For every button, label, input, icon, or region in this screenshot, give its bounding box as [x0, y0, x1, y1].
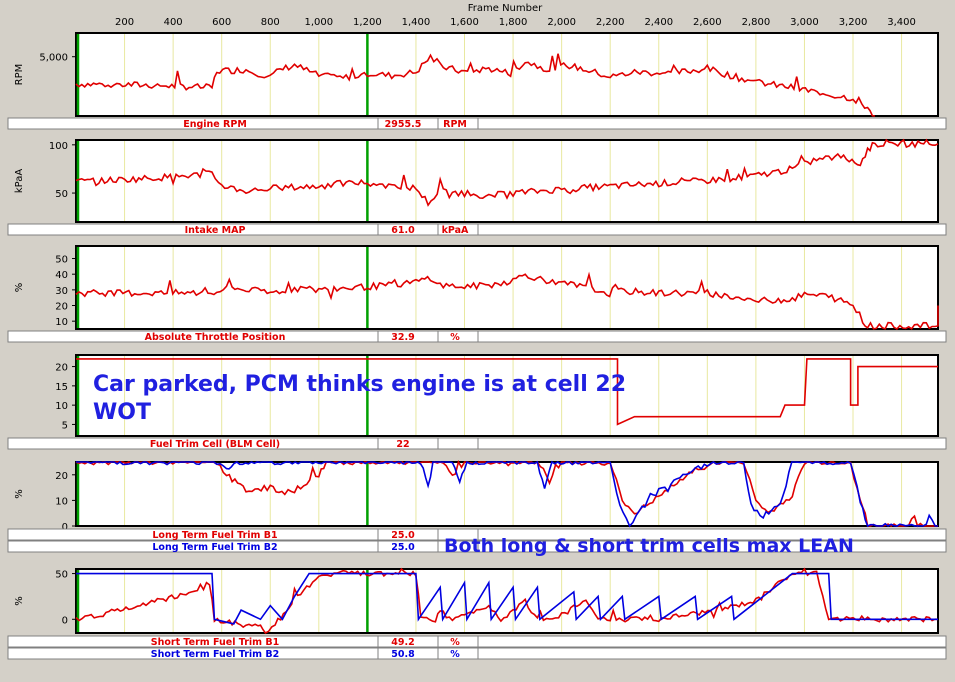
series-line-fuel-trim-cell-blm-cell-: [76, 358, 938, 426]
y-tick-label: 5: [62, 420, 68, 431]
y-tick-label: 50: [55, 570, 68, 581]
plot-area[interactable]: [75, 461, 939, 527]
y-tick-label: 10: [55, 496, 68, 507]
legend-series-value: 2955.5: [385, 119, 422, 130]
series-line-engine-rpm: [75, 53, 875, 117]
legend-series-unit: RPM: [443, 119, 467, 130]
y-tick-label: 20: [55, 471, 68, 482]
series-line-absolute-throttle-position: [75, 271, 939, 331]
annotation-text: Car parked, PCM thinks engine is at cell…: [93, 372, 626, 397]
frame-tick-label: 2,600: [693, 17, 722, 28]
y-tick-label: 0: [62, 615, 68, 626]
legend-series-value: 22: [396, 439, 409, 450]
panel-ltft: % 20 10 0 Long Term Fuel Trim B1 25.0 Long Ter…: [5, 458, 950, 557]
annotation-text: Both long & short trim cells max LEAN: [444, 535, 854, 557]
frame-number-axis-title: Frame Number: [468, 3, 543, 14]
y-tick-label: 20: [55, 302, 68, 313]
plot-area[interactable]: [75, 568, 939, 634]
legend-series-label: Fuel Trim Cell (BLM Cell): [150, 439, 280, 450]
frame-tick-label: 400: [164, 17, 183, 28]
frame-tick-label: 1,800: [499, 17, 528, 28]
y-tick-label: 100: [49, 141, 68, 152]
legend-series-unit: %: [450, 649, 460, 660]
y-tick-label: 40: [55, 270, 68, 281]
legend-row[interactable]: [7, 330, 947, 343]
panel-blm: 20 15 10 5 Fuel Trim Cell (BLM Cell) 22 Car pa…: [5, 351, 950, 450]
plot-area[interactable]: [75, 139, 939, 223]
plot-area[interactable]: [75, 245, 939, 330]
frame-tick-label: 600: [212, 17, 231, 28]
y-tick-label: 5,000: [39, 53, 68, 64]
legend-series-value: 32.9: [391, 332, 414, 343]
y-axis-label: %: [14, 283, 25, 293]
y-tick-label: 15: [55, 382, 68, 393]
y-tick-label: 30: [55, 286, 68, 297]
legend-series-label: Absolute Throttle Position: [145, 332, 286, 343]
frame-tick-label: 1,200: [353, 17, 382, 28]
frame-tick-label: 1,000: [304, 17, 333, 28]
frame-tick-label: 3,200: [839, 17, 868, 28]
y-tick-label: 20: [55, 363, 68, 374]
legend-row[interactable]: [7, 635, 947, 648]
frame-tick-label: 1,600: [450, 17, 479, 28]
annotation-text: WOT: [93, 400, 151, 425]
legend-row[interactable]: [7, 528, 947, 541]
series-line-short-term-fuel-trim-b2: [76, 572, 938, 625]
legend-series-value: 61.0: [391, 225, 415, 236]
legend-series-value: 50.8: [391, 649, 415, 660]
legend-series-label: Short Term Fuel Trim B1: [151, 637, 279, 648]
y-axis-label: %: [14, 489, 25, 499]
legend-series-label: Long Term Fuel Trim B1: [152, 530, 277, 541]
legend-series-value: 49.2: [391, 637, 414, 648]
y-tick-label: 10: [55, 401, 68, 412]
y-tick-label: 10: [55, 317, 68, 328]
panel-tps: % 50 40 30 20 10 Absolute Throttle Position 32.…: [5, 242, 950, 343]
y-axis-label: RPM: [14, 64, 25, 86]
frame-tick-label: 2,200: [596, 17, 625, 28]
plot-area[interactable]: [75, 354, 939, 437]
y-tick-label: 50: [55, 189, 68, 200]
frame-tick-label: 2,400: [644, 17, 673, 28]
frame-tick-label: 2,000: [547, 17, 576, 28]
legend-series-value: 25.0: [391, 530, 415, 541]
legend-series-unit: %: [450, 332, 460, 343]
frame-tick-label: 1,400: [402, 17, 431, 28]
legend-row[interactable]: [7, 540, 947, 553]
frame-tick-label: 3,000: [790, 17, 819, 28]
legend-row[interactable]: [7, 117, 947, 130]
y-tick-label: 0: [62, 522, 68, 533]
legend-row[interactable]: [7, 647, 947, 660]
legend-series-unit: %: [450, 637, 460, 648]
legend-series-label: Intake MAP: [185, 225, 246, 236]
legend-row[interactable]: [7, 437, 947, 450]
y-tick-label: 50: [55, 255, 68, 266]
y-axis-label: %: [14, 596, 25, 606]
plot-area[interactable]: [75, 32, 939, 117]
legend-series-label: Long Term Fuel Trim B2: [152, 542, 277, 553]
y-axis-label: kPaA: [14, 169, 25, 194]
frame-tick-label: 800: [261, 17, 280, 28]
legend-series-label: Engine RPM: [183, 119, 247, 130]
panel-map: kPaA 100 50 Intake MAP 61.0 kPaA: [5, 136, 950, 236]
panel-rpm: RPM 5,000 Engine RPM 2955.5 RPM: [5, 29, 950, 130]
frame-tick-label: 200: [115, 17, 134, 28]
legend-series-label: Short Term Fuel Trim B2: [151, 649, 279, 660]
panel-stft: % 50 0 Short Term Fuel Trim B1 49.2 % Short Te…: [5, 565, 950, 660]
legend-series-unit: kPaA: [442, 225, 469, 236]
legend-row[interactable]: [7, 223, 947, 236]
frame-tick-label: 2,800: [742, 17, 771, 28]
series-line-intake-map: [75, 138, 939, 207]
frame-tick-label: 3,400: [887, 17, 916, 28]
series-line-long-term-fuel-trim-b2: [76, 460, 939, 528]
legend-series-value: 25.0: [391, 542, 415, 553]
